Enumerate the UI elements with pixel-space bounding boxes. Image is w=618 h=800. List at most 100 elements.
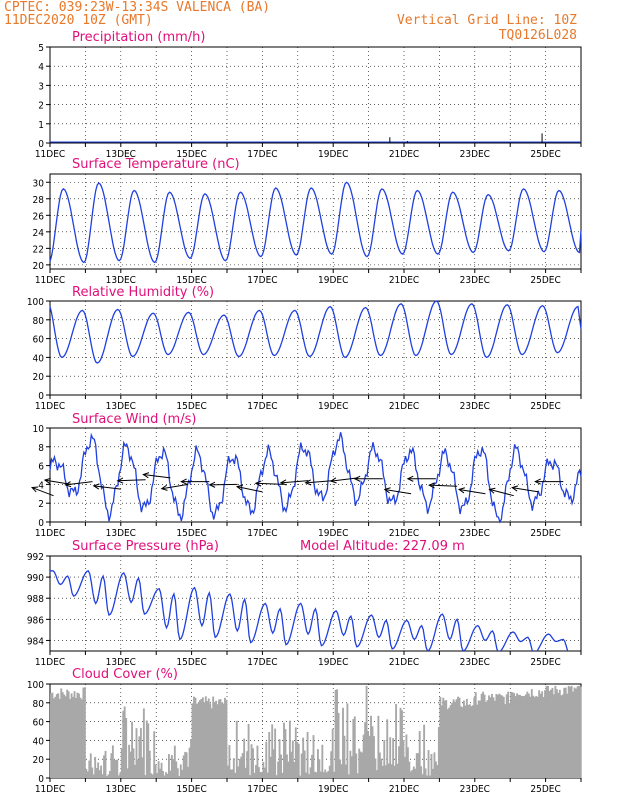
panel-pres: Surface Pressure (hPa) 984 986 988 990 992 11D… bbox=[27, 539, 582, 668]
cloud-bar bbox=[55, 694, 58, 778]
cloud-bar bbox=[290, 751, 293, 778]
wind-arrow-shaft bbox=[459, 488, 486, 495]
wind-arrow-head bbox=[428, 482, 435, 489]
wind-speed-line bbox=[49, 432, 582, 524]
cloud-bar bbox=[268, 731, 271, 778]
wind-arrow-shaft bbox=[93, 485, 121, 490]
wind-arrow-shaft bbox=[31, 487, 54, 497]
wind-arrow bbox=[383, 487, 412, 495]
cloud-bar bbox=[157, 761, 160, 778]
cloud-bar bbox=[159, 768, 162, 778]
x-tick-label: 23DEC bbox=[460, 275, 490, 286]
wind-arrow-head bbox=[31, 486, 39, 493]
cloud-bar bbox=[365, 685, 368, 778]
cloud-bar bbox=[371, 726, 374, 778]
y-tick-label: 992 bbox=[27, 552, 44, 563]
cloud-bar bbox=[97, 762, 100, 778]
panel-frame-precip bbox=[49, 46, 582, 144]
wind-arrow-head bbox=[43, 477, 51, 484]
cloud-bar bbox=[482, 691, 485, 778]
cloud-bar bbox=[297, 743, 300, 778]
cloud-bar bbox=[125, 717, 128, 778]
x-tick-label: 23DEC bbox=[460, 528, 490, 539]
cloud-bar bbox=[260, 772, 263, 778]
cloud-bar bbox=[368, 735, 371, 778]
y-tick-label: 20 bbox=[33, 261, 45, 272]
cloud-bar bbox=[107, 774, 110, 778]
cloud-bar bbox=[353, 716, 356, 778]
cloud-bar bbox=[95, 768, 98, 778]
cloud-bar bbox=[364, 722, 367, 778]
cloud-bar bbox=[538, 690, 541, 778]
cloud-bar bbox=[120, 748, 123, 778]
cloud-bar bbox=[492, 697, 495, 778]
cloud-bar bbox=[179, 764, 182, 778]
cloud-bar bbox=[530, 689, 533, 778]
y-tick-label: 60 bbox=[33, 335, 45, 346]
wind-arrow bbox=[488, 487, 514, 497]
cloud-bar bbox=[50, 693, 52, 778]
cloud-bar bbox=[424, 768, 427, 778]
cloud-bar bbox=[437, 726, 440, 778]
cloud-bar bbox=[176, 768, 179, 778]
x-tick-label: 17DEC bbox=[247, 401, 277, 412]
cloud-bar bbox=[78, 693, 80, 778]
cloud-bar bbox=[137, 759, 139, 778]
x-tick-label: 21DEC bbox=[389, 275, 419, 286]
panel-frame-pres bbox=[49, 555, 582, 652]
cloud-bar bbox=[448, 707, 451, 778]
cloud-bar bbox=[286, 754, 288, 778]
cloud-bar bbox=[491, 693, 493, 778]
cloud-bar bbox=[461, 707, 464, 778]
cloud-bar bbox=[412, 766, 415, 778]
cloud-bar bbox=[578, 685, 580, 778]
cloud-bar bbox=[330, 751, 333, 778]
cloud-bar bbox=[178, 776, 181, 778]
panel-precip: Precipitation (mm/h) 0 1 2 3 4 5 11DEC 13DEC 15DE… bbox=[35, 30, 582, 160]
cloud-bar bbox=[193, 696, 195, 778]
cloud-bar bbox=[162, 771, 164, 778]
cloud-bar bbox=[253, 772, 256, 778]
cloud-bar bbox=[547, 685, 549, 778]
cloud-bar bbox=[225, 699, 228, 778]
panel-title-cloud: Cloud Cover (%) bbox=[72, 667, 178, 682]
cloud-bar bbox=[564, 687, 567, 778]
cloud-bar bbox=[373, 736, 375, 778]
cloud-bar bbox=[347, 774, 350, 778]
cloud-bar bbox=[274, 728, 277, 778]
cloud-bar bbox=[558, 689, 561, 778]
cloud-bar bbox=[249, 775, 251, 778]
cloud-bar bbox=[404, 757, 406, 778]
y-tick-label: 986 bbox=[27, 615, 44, 626]
wind-arrow bbox=[160, 483, 189, 491]
cloud-bar bbox=[573, 687, 576, 778]
cloud-bar bbox=[361, 752, 364, 778]
panel-cloud: Cloud Cover (%) 0 20 40 60 80 100 11DEC 13DEC 15D… bbox=[27, 667, 582, 795]
cloud-bar bbox=[60, 688, 63, 778]
cloud-bar bbox=[389, 737, 392, 778]
cloud-bar bbox=[160, 762, 163, 778]
cloud-bar bbox=[417, 753, 420, 778]
cloud-bar bbox=[294, 727, 297, 778]
cloud-bar bbox=[449, 705, 452, 778]
cloud-bar bbox=[85, 768, 88, 778]
x-tick-label: 15DEC bbox=[176, 784, 206, 795]
cloud-bar bbox=[324, 769, 327, 778]
cloud-bar bbox=[555, 689, 558, 778]
cloud-bar bbox=[390, 764, 393, 778]
cloud-bar bbox=[536, 696, 539, 778]
cloud-bars bbox=[50, 685, 582, 778]
cloud-bar bbox=[328, 765, 331, 778]
cloud-bar bbox=[215, 700, 218, 778]
x-tick-label: 25DEC bbox=[530, 528, 560, 539]
y-tick-label: 1 bbox=[38, 120, 44, 131]
cloud-bar bbox=[138, 736, 141, 778]
cloud-bar bbox=[144, 775, 147, 778]
cloud-bar bbox=[377, 715, 380, 778]
cloud-bar bbox=[306, 731, 309, 778]
x-tick-label: 15DEC bbox=[176, 275, 206, 286]
x-tick-label: 23DEC bbox=[460, 784, 490, 795]
cloud-bar bbox=[207, 698, 210, 778]
y-tick-label: 8 bbox=[38, 443, 44, 454]
wind-arrow-head bbox=[534, 478, 541, 485]
